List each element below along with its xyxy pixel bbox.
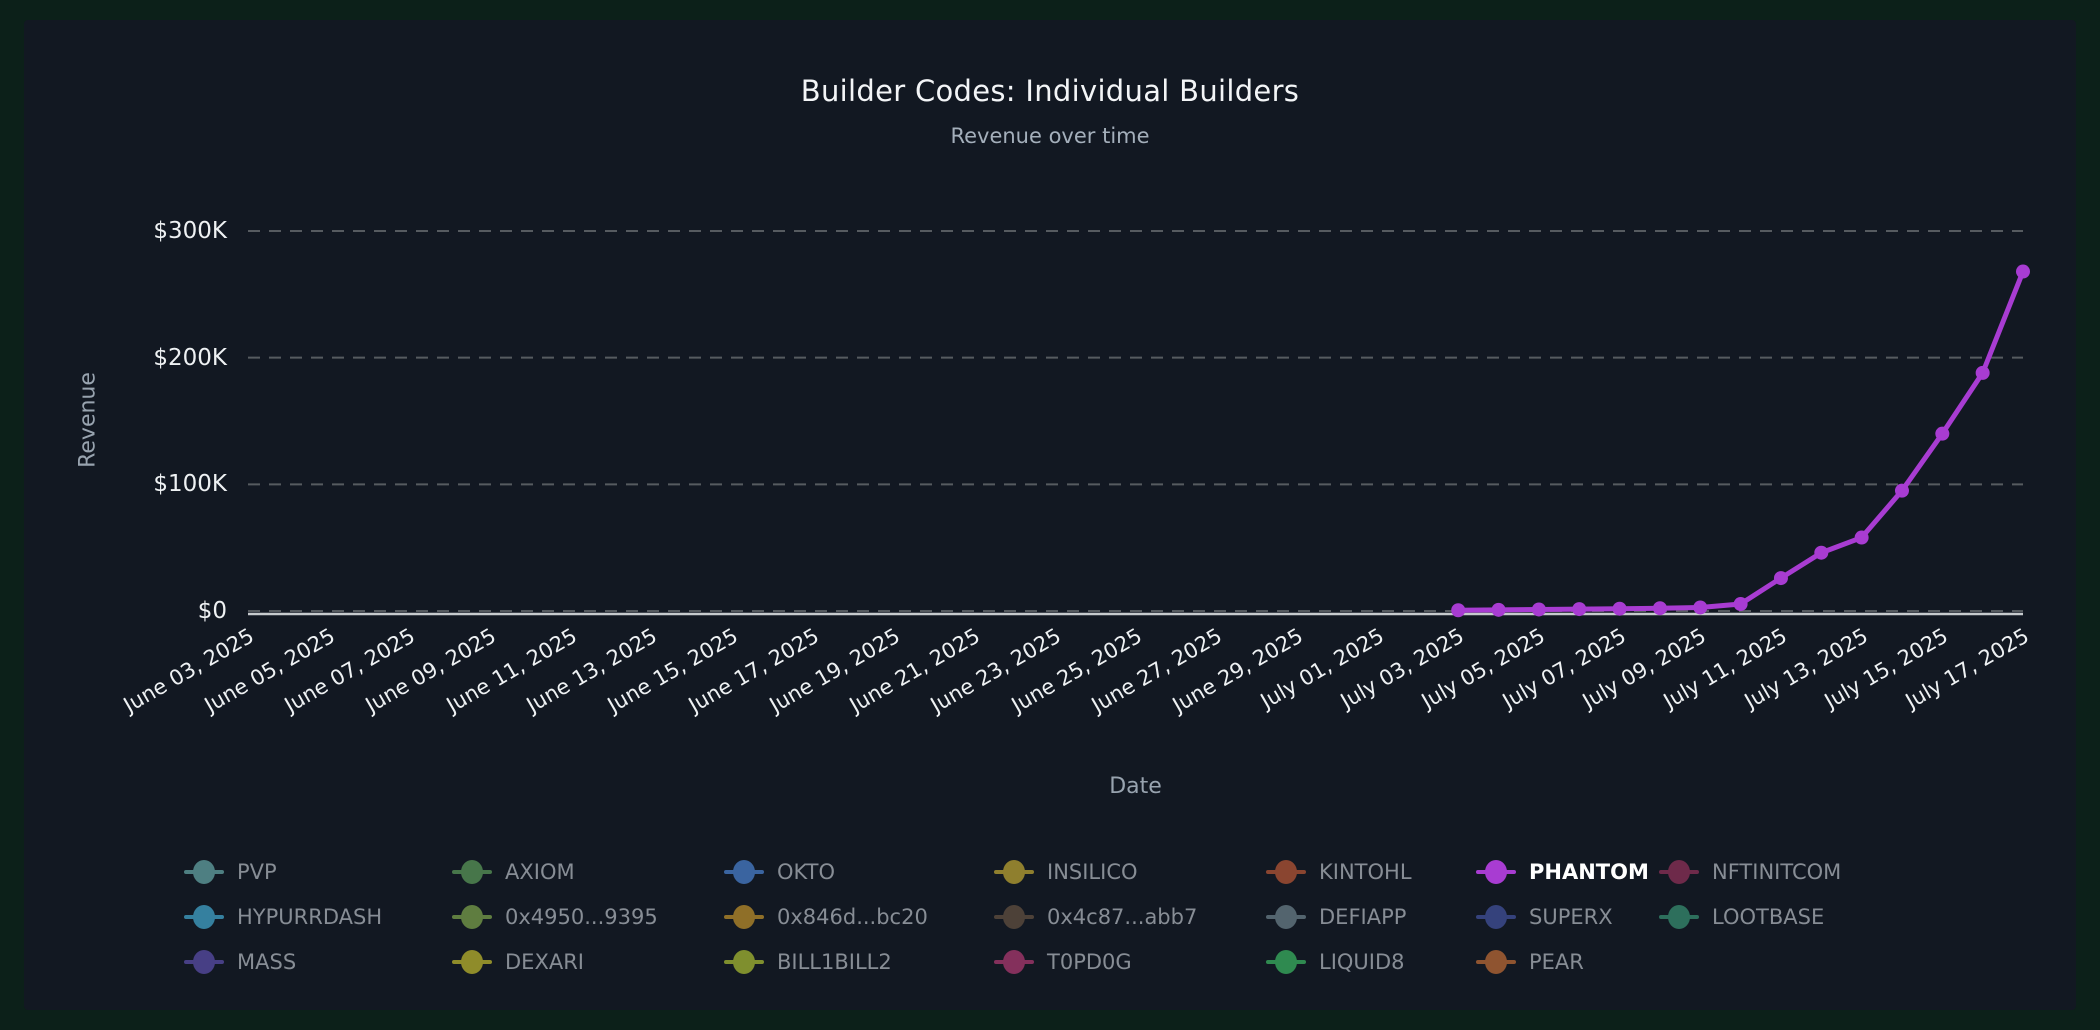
legend-label: AXIOM xyxy=(505,860,575,884)
legend-marker-icon xyxy=(994,903,1034,931)
legend-marker-icon xyxy=(452,903,492,931)
legend-label: LOOTBASE xyxy=(1712,905,1825,929)
legend-marker-icon xyxy=(184,858,224,886)
data-point[interactable] xyxy=(1572,602,1587,617)
data-point[interactable] xyxy=(1733,597,1748,612)
x-axis-title: Date xyxy=(1109,774,1162,799)
legend-label: BILL1BILL2 xyxy=(777,950,892,974)
legend-item-lootbase[interactable]: LOOTBASE xyxy=(1659,903,1824,931)
data-point[interactable] xyxy=(2016,264,2030,279)
legend-item-0x4c87-abb7[interactable]: 0x4c87...abb7 xyxy=(994,903,1197,931)
legend-item-insilico[interactable]: INSILICO xyxy=(994,858,1138,886)
legend-label: HYPURRDASH xyxy=(237,905,383,929)
legend-item-defiapp[interactable]: DEFIAPP xyxy=(1266,903,1406,931)
legend-marker-icon xyxy=(724,858,764,886)
legend-marker-icon xyxy=(452,858,492,886)
chart-subtitle: Revenue over time xyxy=(950,124,1150,148)
legend-item-0x846d-bc20[interactable]: 0x846d...bc20 xyxy=(724,903,928,931)
data-point[interactable] xyxy=(1935,426,1950,441)
legend-marker-icon xyxy=(1266,858,1306,886)
legend-marker-icon xyxy=(184,903,224,931)
legend-item-0x4950-9395[interactable]: 0x4950...9395 xyxy=(452,903,658,931)
plot-area xyxy=(248,230,2030,618)
legend-marker-icon xyxy=(724,903,764,931)
legend-item-dexari[interactable]: DEXARI xyxy=(452,948,584,976)
legend-item-kintohl[interactable]: KINTOHL xyxy=(1266,858,1412,886)
legend-marker-icon xyxy=(1266,903,1306,931)
legend-label: SUPERX xyxy=(1529,905,1613,929)
legend-label: INSILICO xyxy=(1047,860,1138,884)
legend-label: 0x4c87...abb7 xyxy=(1047,905,1198,929)
legend: PVP AXIOM OKTO INSILICO KINTOHL PHANTOM NFTINI… xyxy=(24,20,2076,1010)
data-point[interactable] xyxy=(1693,600,1708,615)
legend-label: 0x846d...bc20 xyxy=(777,905,928,929)
legend-marker-icon xyxy=(1476,903,1516,931)
legend-label: PHANTOM xyxy=(1529,860,1649,884)
legend-item-t0pd0g[interactable]: T0PD0G xyxy=(994,948,1132,976)
legend-item-pvp[interactable]: PVP xyxy=(184,858,277,886)
legend-marker-icon xyxy=(994,858,1034,886)
legend-label: DEXARI xyxy=(505,950,584,974)
legend-label: PVP xyxy=(237,860,277,884)
legend-marker-icon xyxy=(994,948,1034,976)
legend-item-hypurrdash[interactable]: HYPURRDASH xyxy=(184,903,382,931)
data-point[interactable] xyxy=(1612,601,1627,616)
y-tick-label: $200K xyxy=(153,344,227,371)
legend-marker-icon xyxy=(452,948,492,976)
legend-item-axiom[interactable]: AXIOM xyxy=(452,858,575,886)
legend-marker-icon xyxy=(1266,948,1306,976)
data-point[interactable] xyxy=(1491,602,1506,617)
chart-card: Builder Codes: Individual Builders Reven… xyxy=(24,20,2076,1010)
legend-marker-icon xyxy=(1476,948,1516,976)
data-point[interactable] xyxy=(1773,571,1788,586)
legend-label: DEFIAPP xyxy=(1319,905,1407,929)
data-point[interactable] xyxy=(1652,601,1667,616)
chart-title: Builder Codes: Individual Builders xyxy=(800,74,1300,108)
legend-label: LIQUID8 xyxy=(1319,950,1405,974)
data-point[interactable] xyxy=(1854,530,1869,545)
legend-item-okto[interactable]: OKTO xyxy=(724,858,835,886)
legend-item-superx[interactable]: SUPERX xyxy=(1476,903,1613,931)
legend-item-mass[interactable]: MASS xyxy=(184,948,296,976)
legend-label: T0PD0G xyxy=(1047,950,1132,974)
legend-marker-icon xyxy=(184,948,224,976)
legend-marker-icon xyxy=(1659,858,1699,886)
legend-label: OKTO xyxy=(777,860,836,884)
data-point[interactable] xyxy=(1975,365,1990,380)
data-point[interactable] xyxy=(1894,483,1909,498)
legend-label: PEAR xyxy=(1529,950,1584,974)
data-point[interactable] xyxy=(1531,602,1546,617)
legend-label: MASS xyxy=(237,950,297,974)
y-tick-label: $100K xyxy=(153,471,227,498)
data-point[interactable] xyxy=(1814,545,1829,560)
legend-item-bill1bill2[interactable]: BILL1BILL2 xyxy=(724,948,892,976)
legend-item-liquid8[interactable]: LIQUID8 xyxy=(1266,948,1405,976)
legend-marker-icon xyxy=(724,948,764,976)
y-tick-label: $0 xyxy=(197,598,227,624)
legend-item-nftinitcom[interactable]: NFTINITCOM xyxy=(1659,858,1841,886)
legend-marker-icon xyxy=(1659,903,1699,931)
legend-item-phantom[interactable]: PHANTOM xyxy=(1476,858,1649,886)
legend-item-pear[interactable]: PEAR xyxy=(1476,948,1584,976)
legend-label: 0x4950...9395 xyxy=(505,905,658,929)
legend-label: KINTOHL xyxy=(1319,860,1412,884)
legend-label: NFTINITCOM xyxy=(1712,860,1842,884)
data-point[interactable] xyxy=(1451,603,1466,618)
legend-marker-icon xyxy=(1476,858,1516,886)
y-tick-label: $300K xyxy=(153,218,227,244)
